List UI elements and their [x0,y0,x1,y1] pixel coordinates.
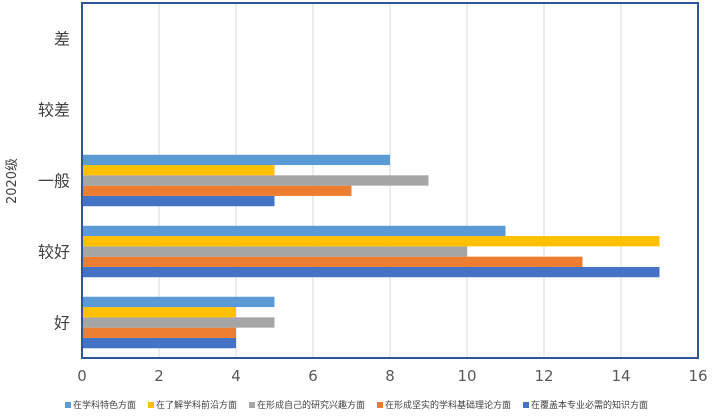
plot-area-border [81,2,699,359]
legend-item-2: 在形成自己的研究兴趣方面 [248,399,365,411]
bar-0-2 [82,317,275,328]
bar-1-1 [82,256,583,267]
category-label-3: 较差 [38,101,70,120]
bar-1-4 [82,225,506,237]
x-tick-label-7: 14 [611,367,630,385]
bar-0-1 [82,327,236,338]
x-tick-label-6: 12 [534,367,553,385]
x-tick-label-3: 6 [308,367,318,385]
legend-label-2: 在形成自己的研究兴趣方面 [257,399,365,411]
x-tick-labels: 0 2 4 6 8 10 12 14 16 [77,367,707,385]
legend-swatch-0 [64,402,71,408]
x-tick-label-1: 2 [154,367,164,385]
x-tick-label-0: 0 [77,367,87,385]
category-label-1: 较好 [38,243,70,262]
legend-swatch-1 [147,402,154,408]
bar-1-0 [82,266,660,278]
legend-swatch-2 [248,402,255,408]
bar-2-2 [82,175,429,186]
x-tick-label-8: 16 [688,367,707,385]
bar-0-4 [82,296,275,308]
x-tick-label-5: 10 [457,367,476,385]
legend: 在学科特色方面 在了解学科前沿方面 在形成自己的研究兴趣方面 在形成坚实的学科基础理论… [64,399,648,411]
bar-1-3 [82,236,660,247]
bar-0-3 [82,307,236,318]
bar-2-3 [82,165,275,176]
legend-label-1: 在了解学科前沿方面 [156,399,237,411]
legend-label-0: 在学科特色方面 [73,399,136,411]
legend-label-4: 在覆盖本专业必需的知识方面 [531,399,648,411]
legend-item-3: 在形成坚实的学科基础理论方面 [377,399,511,411]
bars [82,154,660,349]
bar-2-0 [82,195,275,207]
y-axis-title: 2020级 [5,158,20,204]
category-labels: 好 较好 一般 较差 差 [38,30,70,333]
category-label-0: 好 [54,314,70,333]
x-tick-label-2: 4 [231,367,241,385]
bar-0-0 [82,337,236,349]
category-label-4: 差 [54,30,70,49]
bar-1-2 [82,246,467,257]
legend-item-1: 在了解学科前沿方面 [147,399,237,411]
legend-swatch-3 [377,402,384,408]
category-label-2: 一般 [38,172,70,191]
x-tick-label-4: 8 [385,367,395,385]
bar-2-4 [82,154,390,166]
legend-item-0: 在学科特色方面 [64,399,136,411]
bar-2-1 [82,185,352,196]
legend-item-4: 在覆盖本专业必需的知识方面 [523,399,648,411]
legend-label-3: 在形成坚实的学科基础理论方面 [385,399,511,411]
legend-swatch-4 [523,402,530,408]
